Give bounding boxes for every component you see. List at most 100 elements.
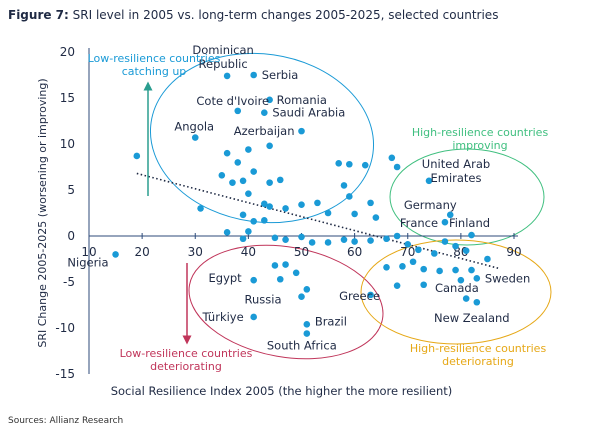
data-point: [431, 250, 438, 257]
y-tick-label: 5: [67, 183, 75, 197]
figure-title-text: SRI level in 2005 vs. long-term changes …: [72, 8, 499, 22]
point-label: Finland: [449, 216, 490, 230]
data-point: [223, 72, 231, 80]
x-tick-label: 90: [506, 245, 521, 259]
data-point: [452, 242, 459, 250]
data-point: [420, 265, 427, 273]
data-point: [197, 205, 204, 212]
data-point: [404, 240, 412, 248]
data-point: [473, 298, 481, 306]
data-point: [324, 209, 332, 217]
data-point: [223, 229, 231, 236]
data-point: [473, 275, 481, 282]
data-point: [266, 179, 273, 186]
data-point: [484, 255, 491, 263]
y-tick-label: 0: [67, 229, 75, 243]
catching-up-ellipse: [149, 52, 375, 224]
data-point: [298, 201, 305, 209]
data-point: [468, 231, 475, 239]
data-point: [282, 205, 289, 212]
x-tick-label: 60: [347, 245, 362, 259]
figure-number: Figure 7:: [8, 8, 69, 22]
data-point: [239, 235, 247, 243]
data-point: [351, 210, 358, 218]
point-label: Türkiye: [201, 310, 243, 324]
data-point: [250, 71, 257, 79]
source-note: Sources: Allianz Research: [8, 416, 124, 426]
data-point: [223, 149, 231, 157]
data-point: [250, 276, 257, 284]
point-label: South Africa: [267, 339, 337, 353]
figure-title: Figure 7: SRI level in 2005 vs. long-ter…: [8, 8, 498, 22]
y-tick-label: -10: [55, 321, 75, 335]
data-point: [340, 236, 348, 243]
data-point: [250, 313, 257, 321]
data-point: [239, 177, 247, 185]
group-annotations: Low-resilience countries catching up High-…: [88, 52, 549, 373]
data-point: [298, 293, 305, 301]
y-tick-label: 15: [60, 91, 75, 105]
data-point: [346, 193, 353, 200]
point-label: Serbia: [262, 68, 299, 82]
data-point: [191, 134, 199, 141]
data-point: [399, 263, 406, 270]
point-label: Cote d'Ivoire: [196, 94, 269, 108]
point-label: Canada: [435, 281, 479, 295]
data-point: [218, 171, 226, 179]
data-point: [367, 237, 374, 244]
data-point: [308, 239, 316, 246]
data-point: [298, 127, 305, 135]
data-point: [446, 211, 454, 219]
data-point: [367, 199, 374, 207]
data-point: [436, 267, 443, 275]
data-point: [393, 282, 401, 289]
group-label: Low-resilience countries deteriorating: [120, 347, 253, 373]
data-point: [361, 161, 369, 169]
data-point: [229, 179, 236, 186]
group-label: Low-resilience countries catching up: [88, 52, 221, 78]
y-tick-label: -5: [63, 275, 75, 289]
data-point: [425, 177, 433, 185]
group-label: High-resilience countries improving: [412, 126, 549, 152]
data-point: [457, 276, 465, 284]
x-tick-label: 20: [134, 245, 149, 259]
data-point: [314, 199, 321, 207]
data-point: [234, 107, 242, 115]
data-point: [261, 200, 268, 208]
high-deteriorating-ellipse: [360, 239, 552, 345]
data-point: [351, 238, 358, 245]
point-label: Germany: [404, 198, 457, 212]
low-deteriorating-ellipse: [188, 244, 384, 360]
data-point: [393, 163, 401, 171]
x-tick-label: 10: [81, 245, 96, 259]
point-label: New Zealand: [434, 311, 510, 325]
data-point: [383, 263, 390, 271]
y-tick-label: 20: [60, 45, 75, 59]
data-point: [335, 160, 342, 167]
x-tick-label: 40: [241, 245, 256, 259]
x-tick-label: 70: [400, 245, 415, 259]
x-tick-label: 30: [188, 245, 203, 259]
data-point: [266, 203, 273, 210]
data-points: [112, 71, 491, 337]
data-point: [441, 218, 449, 226]
data-point: [261, 217, 268, 224]
point-label: Greece: [339, 289, 380, 303]
point-label: Angola: [174, 120, 214, 134]
data-point: [462, 247, 470, 255]
group-ellipses: [149, 52, 552, 360]
group-label: High-resilience countries deteriorating: [410, 342, 547, 368]
x-axis-label: Social Resilience Index 2005 (the higher…: [111, 384, 453, 398]
point-label: Egypt: [209, 271, 243, 285]
data-point: [271, 262, 279, 269]
axes: 10 20 30 40 50 60 70 80 9020151050-5-10-15Social…: [36, 45, 522, 398]
data-point: [452, 266, 459, 274]
improving-ellipse: [389, 148, 545, 246]
y-axis-label: SRI Change 2005-2025 (worsening or impro…: [36, 78, 49, 347]
data-point: [250, 168, 257, 175]
data-point: [271, 234, 279, 242]
data-point: [282, 261, 289, 268]
data-point: [340, 182, 348, 189]
data-point: [372, 214, 380, 221]
